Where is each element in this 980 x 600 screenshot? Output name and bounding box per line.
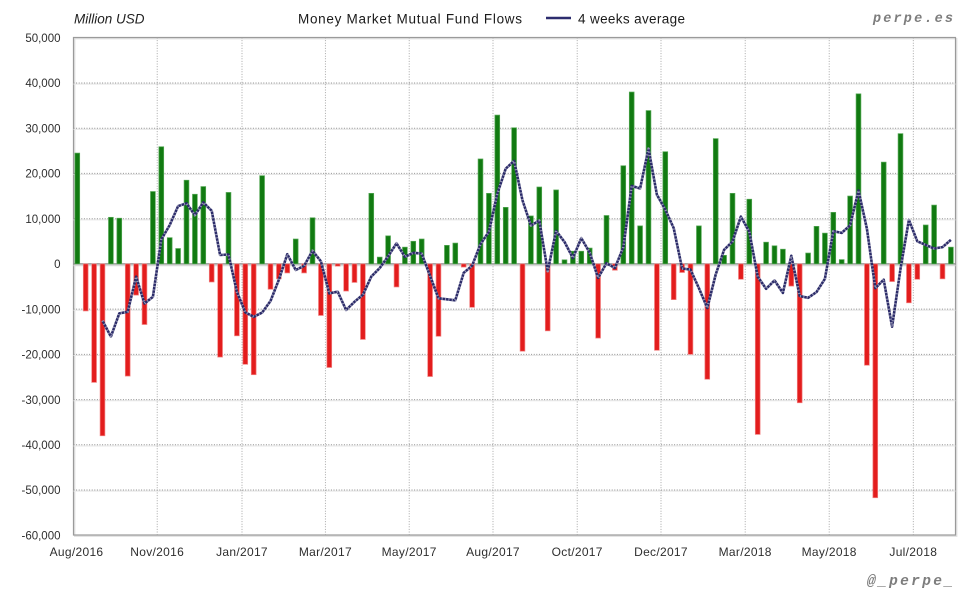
svg-text:Dec/2017: Dec/2017 xyxy=(634,545,688,559)
svg-text:0: 0 xyxy=(54,259,60,271)
svg-text:30,000: 30,000 xyxy=(25,123,60,135)
svg-text:Money Market Mutual Fund Flows: Money Market Mutual Fund Flows xyxy=(298,12,522,27)
svg-text:-60,000: -60,000 xyxy=(21,531,60,543)
svg-text:-20,000: -20,000 xyxy=(21,350,60,362)
svg-text:-40,000: -40,000 xyxy=(21,440,60,452)
svg-text:Nov/2016: Nov/2016 xyxy=(130,545,184,559)
svg-text:Mar/2017: Mar/2017 xyxy=(299,545,352,559)
svg-text:40,000: 40,000 xyxy=(25,78,60,90)
svg-text:4 weeks average: 4 weeks average xyxy=(578,12,685,27)
svg-text:50,000: 50,000 xyxy=(25,33,60,45)
svg-text:-30,000: -30,000 xyxy=(21,395,60,407)
svg-text:Jul/2018: Jul/2018 xyxy=(889,545,937,559)
svg-text:May/2018: May/2018 xyxy=(802,545,857,559)
svg-text:Oct/2017: Oct/2017 xyxy=(552,545,603,559)
svg-text:Jan/2017: Jan/2017 xyxy=(216,545,268,559)
svg-text:Mar/2018: Mar/2018 xyxy=(719,545,772,559)
svg-text:Aug/2016: Aug/2016 xyxy=(50,545,104,559)
svg-text:-50,000: -50,000 xyxy=(21,485,60,497)
svg-text:May/2017: May/2017 xyxy=(382,545,437,559)
svg-text:Million USD: Million USD xyxy=(74,12,145,27)
svg-text:10,000: 10,000 xyxy=(25,214,60,226)
svg-text:Aug/2017: Aug/2017 xyxy=(466,545,520,559)
svg-text:-10,000: -10,000 xyxy=(21,304,60,316)
svg-text:20,000: 20,000 xyxy=(25,169,60,181)
